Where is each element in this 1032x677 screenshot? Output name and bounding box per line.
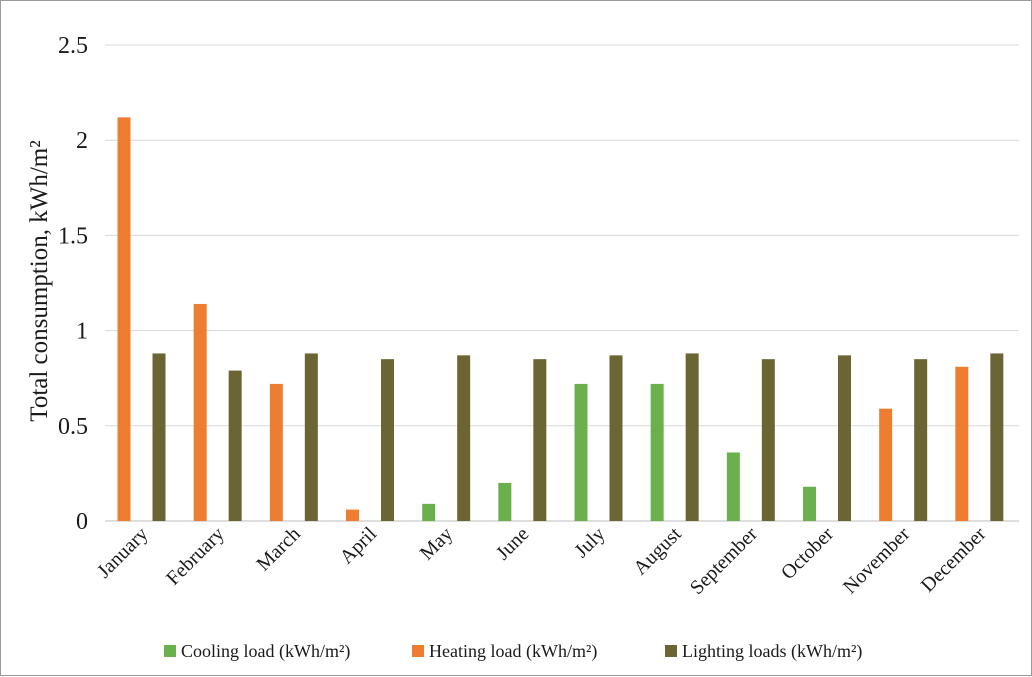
lighting-load-bar <box>609 355 623 521</box>
heating-load-bar <box>269 383 283 521</box>
legend-label: Heating load (kWh/m²) <box>429 641 597 662</box>
x-tick-label: July <box>570 523 609 562</box>
cooling-load-bar <box>650 383 664 521</box>
legend-label: Cooling load (kWh/m²) <box>181 641 350 662</box>
x-tick-label: September <box>686 523 762 599</box>
gridlines <box>105 44 1019 522</box>
x-tick-label: May <box>416 523 457 564</box>
bars <box>117 117 1004 522</box>
lighting-load-bar <box>457 355 471 521</box>
heating-load-bar <box>193 303 207 521</box>
legend: Cooling load (kWh/m²) Heating load (kWh/m… <box>164 641 862 662</box>
cooling-load-bar <box>498 482 512 521</box>
y-axis-ticks: 0 0.5 1 1.5 2 2.5 <box>58 33 88 535</box>
lighting-load-bar <box>152 353 166 521</box>
x-tick-label: April <box>336 523 382 569</box>
cooling-load-bar <box>726 452 740 521</box>
heating-load-bar <box>955 366 969 521</box>
cooling-load-bar <box>803 486 816 521</box>
x-tick-label: December <box>917 523 991 597</box>
legend-label: Lighting loads (kWh/m²) <box>682 641 862 662</box>
x-tick-label: February <box>162 523 229 590</box>
lighting-load-bar <box>533 359 547 521</box>
lighting-load-bar <box>914 359 928 521</box>
y-axis-title: Total consumption, kWh/m² <box>26 140 53 421</box>
lighting-load-bar <box>304 353 318 521</box>
y-tick-label: 0 <box>76 509 88 535</box>
x-tick-label: August <box>629 523 686 580</box>
lighting-load-bar <box>990 353 1004 521</box>
y-tick-label: 1.5 <box>58 223 88 249</box>
x-axis-ticks: January February March April May June July Augu… <box>93 523 991 599</box>
legend-swatch <box>164 645 176 657</box>
heating-load-bar <box>117 117 131 522</box>
heating-load-bar <box>346 509 359 521</box>
y-tick-label: 2.5 <box>58 33 88 59</box>
legend-swatch <box>412 645 424 657</box>
cooling-load-bar <box>574 383 588 521</box>
y-tick-label: 2 <box>76 128 88 154</box>
x-tick-label: October <box>777 523 838 584</box>
x-tick-label: March <box>252 523 304 575</box>
x-tick-label: June <box>492 523 534 565</box>
lighting-load-bar <box>381 359 394 521</box>
x-tick-label: January <box>93 523 153 583</box>
lighting-load-bar <box>761 359 775 521</box>
y-tick-label: 0.5 <box>58 414 88 440</box>
y-tick-label: 1 <box>76 319 88 345</box>
cooling-load-bar <box>422 503 436 521</box>
heating-load-bar <box>879 408 893 521</box>
legend-swatch <box>665 645 677 657</box>
lighting-load-bar <box>685 353 699 521</box>
x-tick-label: November <box>839 523 914 598</box>
lighting-load-bar <box>838 355 851 521</box>
lighting-load-bar <box>228 370 242 521</box>
